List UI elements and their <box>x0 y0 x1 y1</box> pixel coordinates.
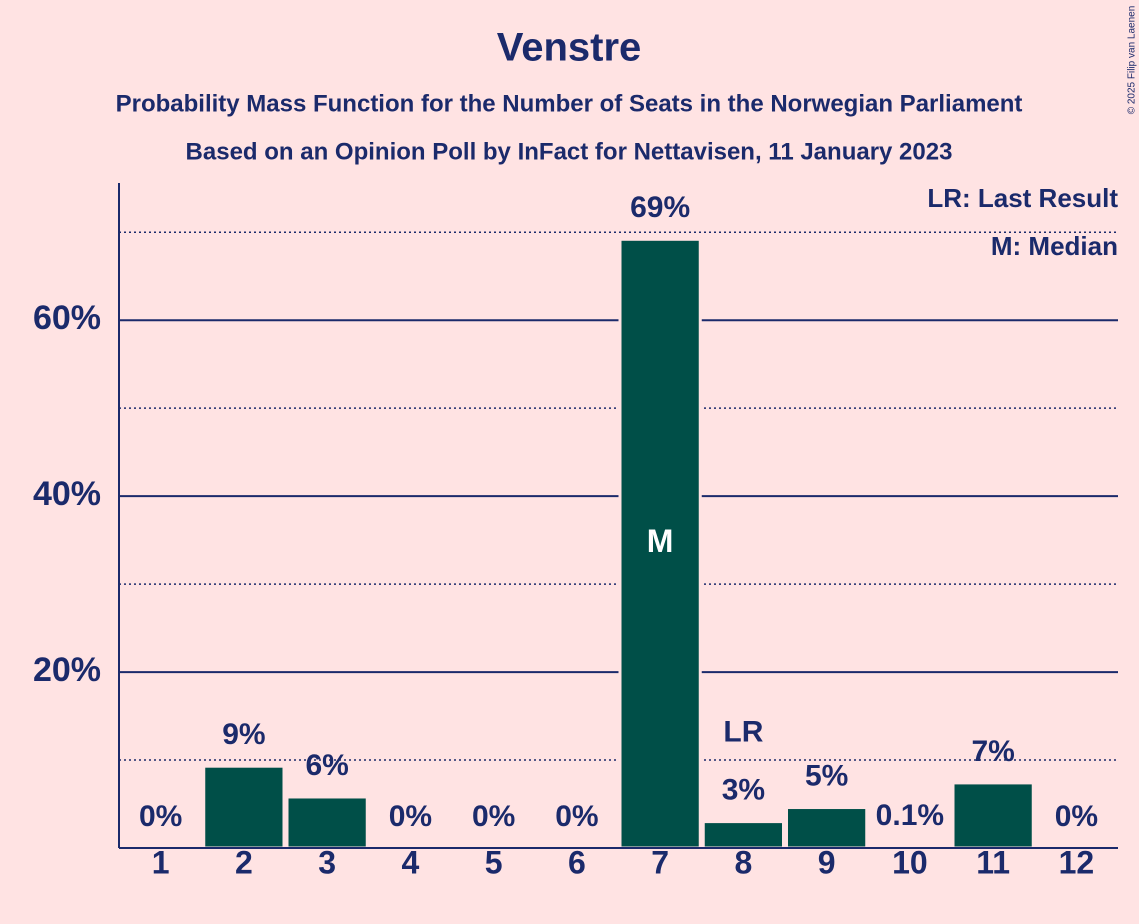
data-label: 0% <box>1055 800 1098 833</box>
bar <box>951 781 1035 850</box>
bar <box>785 806 869 850</box>
data-label: 5% <box>805 759 848 792</box>
legend-entry: LR: Last Result <box>927 183 1118 213</box>
x-tick-label: 9 <box>818 844 836 880</box>
x-tick-label: 4 <box>401 844 419 880</box>
x-tick-label: 7 <box>651 844 669 880</box>
chart-title: Venstre <box>497 26 642 70</box>
y-tick-label: 60% <box>33 299 101 337</box>
bar <box>618 237 702 850</box>
data-label: 6% <box>305 749 348 782</box>
chart-subtitle: Based on an Opinion Poll by InFact for N… <box>186 138 953 165</box>
x-tick-label: 3 <box>318 844 336 880</box>
copyright: © 2025 Filip van Laenen <box>1127 6 1138 115</box>
bar <box>285 795 369 850</box>
data-label: 0.1% <box>876 799 944 832</box>
x-tick-label: 10 <box>892 844 928 880</box>
chart-subtitle: Probability Mass Function for the Number… <box>116 90 1023 117</box>
data-label: 0% <box>472 800 515 833</box>
data-label: 0% <box>555 800 598 833</box>
median-label: M <box>647 523 674 559</box>
data-label: 3% <box>722 774 765 807</box>
data-label: 7% <box>971 735 1014 768</box>
y-tick-label: 40% <box>33 475 101 513</box>
x-tick-label: 6 <box>568 844 586 880</box>
last-result-label: LR <box>723 716 763 749</box>
y-tick-label: 20% <box>33 651 101 689</box>
data-label: 9% <box>222 718 265 751</box>
x-tick-label: 2 <box>235 844 253 880</box>
x-tick-label: 12 <box>1059 844 1095 880</box>
data-label: 69% <box>630 191 690 224</box>
data-label: 0% <box>139 800 182 833</box>
x-tick-label: 5 <box>485 844 503 880</box>
x-tick-label: 11 <box>976 844 1010 880</box>
legend-entry: M: Median <box>991 231 1118 261</box>
data-label: 0% <box>389 800 432 833</box>
bar <box>701 820 785 850</box>
x-tick-label: 1 <box>152 844 170 880</box>
x-tick-label: 8 <box>734 844 752 880</box>
bar <box>202 764 286 850</box>
